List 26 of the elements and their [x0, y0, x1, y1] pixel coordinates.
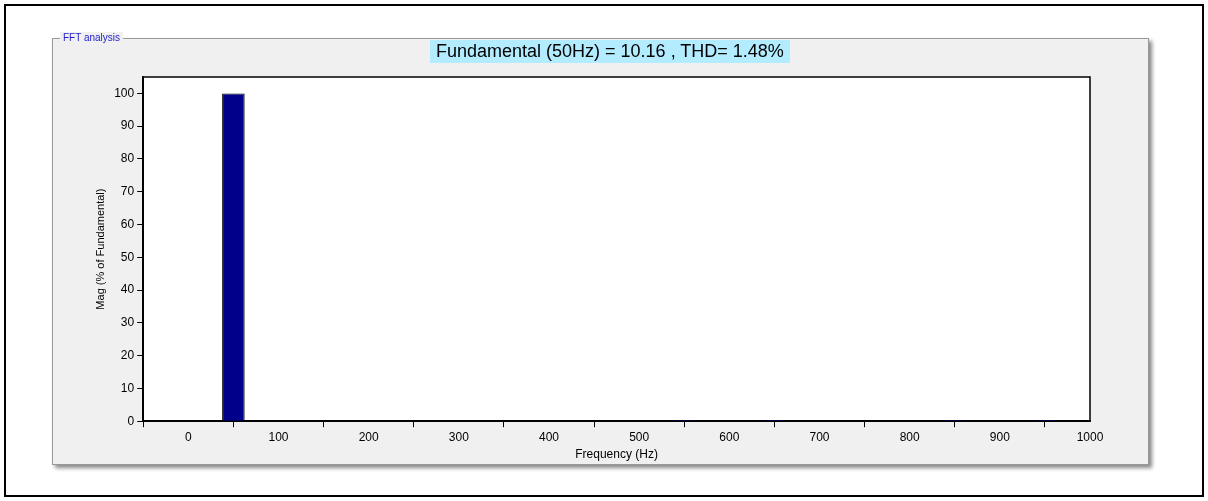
x-tick-label: 700 — [809, 429, 830, 444]
x-tick-label: 0 — [184, 429, 192, 444]
x-tick-label: 300 — [448, 429, 470, 444]
text: FFT analysis — [60, 32, 124, 43]
y-tick-label: 50 — [120, 249, 135, 264]
chart-title: Fundamental (50Hz) = 10.16 , THD= 1.48% — [430, 40, 790, 63]
x-tick-label: 1000 — [1076, 429, 1104, 444]
x-tick-label: 800 — [899, 429, 920, 444]
x-tick-label: 900 — [989, 429, 1011, 444]
x-tick-label: 600 — [719, 429, 740, 444]
y-tick-label: 60 — [120, 216, 135, 231]
x-tick-label: 100 — [268, 429, 289, 444]
x-tick-label: 200 — [358, 429, 379, 444]
y-tick-label: 90 — [120, 118, 135, 133]
y-tick-label: 30 — [120, 315, 135, 330]
y-tick-label: 20 — [120, 347, 135, 362]
x-axis-title: Frequency (Hz) — [575, 447, 658, 462]
x-tick-label: 500 — [629, 429, 650, 444]
y-tick-label: 0 — [127, 413, 135, 428]
y-tick-label: 80 — [120, 151, 135, 166]
y-tick-label: 100 — [114, 85, 135, 100]
y-axis-title: Mag (% of Fundamental) — [93, 188, 106, 310]
y-tick-label: 40 — [120, 282, 135, 297]
x-tick-label: 400 — [538, 429, 560, 444]
y-tick-label: 10 — [120, 380, 135, 395]
y-tick-label: 70 — [120, 184, 135, 199]
